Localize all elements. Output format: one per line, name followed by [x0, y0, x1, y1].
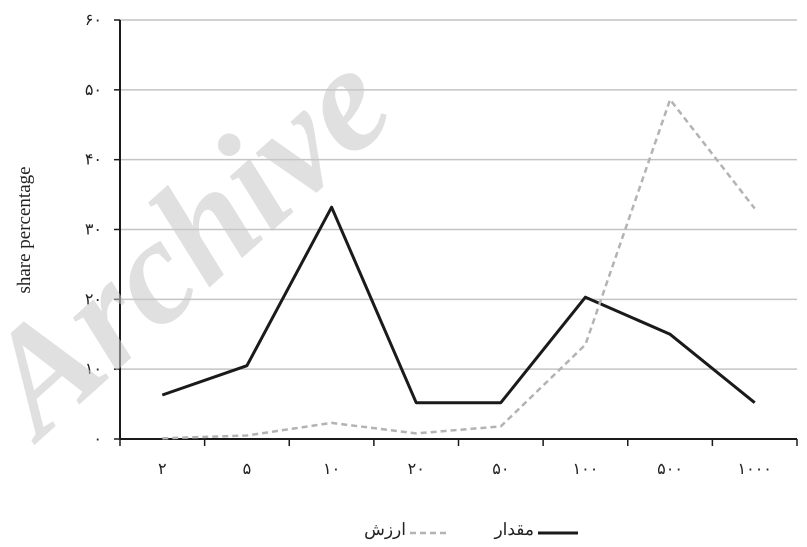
y-tick-label: ۴٠ — [85, 150, 102, 169]
legend: مقدار ارزش — [364, 520, 578, 540]
legend-label: مقدار — [493, 520, 534, 540]
x-tick-label: ١٠ — [323, 459, 340, 478]
y-tick-label: ۶٠ — [85, 10, 102, 29]
x-tick-label: ١٠٠٠ — [738, 459, 772, 478]
x-tick-label: ٢ — [158, 459, 167, 478]
x-tick-label: ۵٠ — [492, 459, 509, 478]
x-tick-label: ۵٠٠ — [657, 459, 683, 478]
x-tick-label: ۵ — [243, 459, 252, 478]
y-tick-label: ۵٠ — [85, 80, 102, 99]
y-axis-label: share percentage — [14, 166, 35, 293]
legend-label: ارزش — [364, 520, 406, 540]
x-tick-label: ٢٠ — [408, 459, 425, 478]
x-tick-label: ١٠٠ — [573, 459, 599, 478]
watermark: Archive — [0, 18, 421, 470]
